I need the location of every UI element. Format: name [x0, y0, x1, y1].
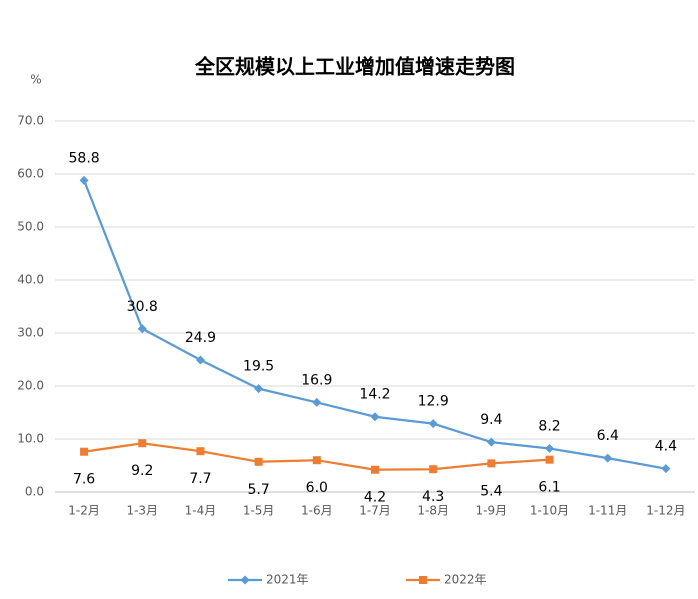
y-tick-label: 40.0	[17, 273, 44, 287]
point-marker	[137, 324, 147, 334]
data-label: 8.2	[538, 419, 560, 435]
x-tick-label: 1-2月	[68, 504, 100, 518]
data-label: 6.4	[597, 428, 619, 444]
x-tick-label: 1-6月	[301, 504, 333, 518]
series-line	[83, 179, 667, 470]
x-tick-label: 1-12月	[646, 504, 685, 518]
point-marker	[254, 384, 264, 394]
point-marker	[254, 457, 263, 466]
point-marker	[429, 465, 438, 474]
point-marker	[545, 455, 554, 464]
y-tick-label: 10.0	[17, 432, 44, 446]
y-tick-label: 60.0	[17, 167, 44, 181]
data-label: 7.6	[73, 472, 95, 488]
data-label: 30.8	[127, 299, 158, 315]
point-marker	[79, 175, 89, 185]
x-tick-label: 1-11月	[588, 504, 627, 518]
point-marker	[80, 447, 89, 456]
data-label: 5.7	[248, 482, 270, 498]
data-label: 58.8	[69, 150, 100, 166]
data-label: 5.4	[480, 483, 502, 499]
point-marker	[603, 453, 613, 463]
y-axis-label: %	[30, 73, 41, 87]
data-label: 6.0	[306, 480, 328, 496]
point-marker	[312, 397, 322, 407]
data-label: 4.3	[422, 489, 444, 505]
data-label: 7.7	[189, 471, 211, 487]
x-tick-label: 1-3月	[126, 504, 158, 518]
point-marker	[661, 464, 671, 474]
x-tick-label: 1-10月	[530, 504, 569, 518]
data-label: 6.1	[538, 480, 560, 496]
y-tick-label: 30.0	[17, 326, 44, 340]
legend-marker	[240, 575, 250, 585]
legend-marker	[419, 576, 427, 584]
y-tick-label: 0.0	[25, 485, 44, 499]
data-label: 9.4	[480, 412, 502, 428]
x-tick-label: 1-7月	[359, 504, 391, 518]
y-tick-label: 50.0	[17, 220, 44, 234]
data-label: 14.2	[359, 387, 390, 403]
x-tick-label: 1-8月	[417, 504, 449, 518]
data-label: 19.5	[243, 359, 274, 375]
x-tick-label: 1-4月	[185, 504, 217, 518]
point-marker	[428, 419, 438, 429]
x-tick-label: 1-9月	[476, 504, 508, 518]
point-marker	[486, 437, 496, 447]
point-marker	[196, 447, 205, 456]
data-label: 9.2	[131, 463, 153, 479]
y-tick-label: 20.0	[17, 379, 44, 393]
legend-label: 2021年	[266, 573, 309, 587]
y-tick-label: 70.0	[17, 114, 44, 128]
data-label: 24.9	[185, 330, 216, 346]
x-tick-label: 1-5月	[243, 504, 275, 518]
point-marker	[195, 355, 205, 365]
point-marker	[138, 439, 147, 448]
data-label: 4.2	[364, 490, 386, 506]
point-marker	[487, 459, 496, 468]
legend-label: 2022年	[444, 573, 487, 587]
data-label: 16.9	[301, 372, 332, 388]
data-label: 4.4	[655, 439, 677, 455]
data-label: 12.9	[418, 394, 449, 410]
point-marker	[370, 412, 380, 422]
point-marker	[371, 465, 379, 474]
point-marker	[312, 456, 321, 465]
chart-title: 全区规模以上工业增加值增速走势图	[194, 55, 515, 79]
point-marker	[545, 444, 555, 454]
